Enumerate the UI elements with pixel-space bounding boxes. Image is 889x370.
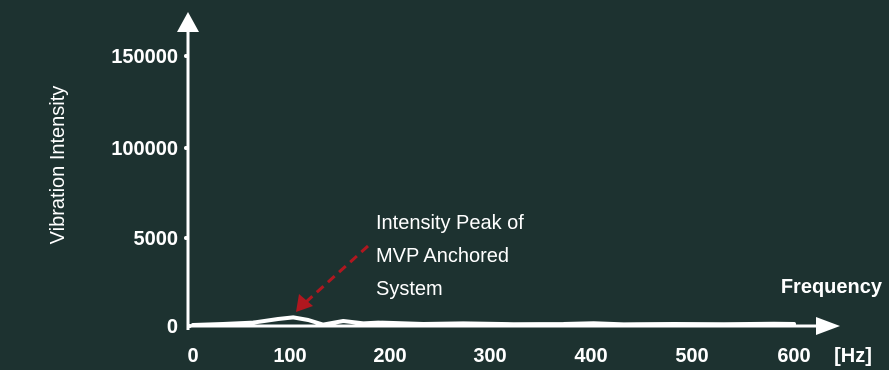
series-line-vibration xyxy=(191,315,796,327)
x-tick-label: 400 xyxy=(574,345,607,367)
x-tick-label: 0 xyxy=(187,345,198,367)
y-tick-label: 100000 xyxy=(111,138,178,160)
x-tick-label: 100 xyxy=(273,345,306,367)
y-axis-title: Vibration Intensity xyxy=(47,86,69,245)
x-tick-label: 500 xyxy=(675,345,708,367)
annotation-line-2: MVP Anchored xyxy=(376,245,509,267)
y-axis-arrowhead xyxy=(177,12,199,32)
x-axis-arrowhead xyxy=(816,317,840,335)
y-tick-mark xyxy=(184,236,188,240)
annotation-line-3: System xyxy=(376,278,443,300)
x-tick-label: 600 xyxy=(777,345,810,367)
y-tick-label: 5000 xyxy=(134,228,179,250)
annotation-line-1: Intensity Peak of xyxy=(376,212,524,234)
y-tick-label: 0 xyxy=(167,316,178,338)
x-unit-label: [Hz] xyxy=(834,345,872,367)
y-tick-mark xyxy=(184,146,188,150)
x-tick-label: 200 xyxy=(373,345,406,367)
y-tick-label: 150000 xyxy=(111,46,178,68)
annotation-arrowhead xyxy=(296,294,313,312)
x-tick-label: 300 xyxy=(473,345,506,367)
x-axis-title: Frequency xyxy=(781,276,883,298)
annotation-arrow xyxy=(304,244,370,304)
y-tick-mark xyxy=(184,54,188,58)
